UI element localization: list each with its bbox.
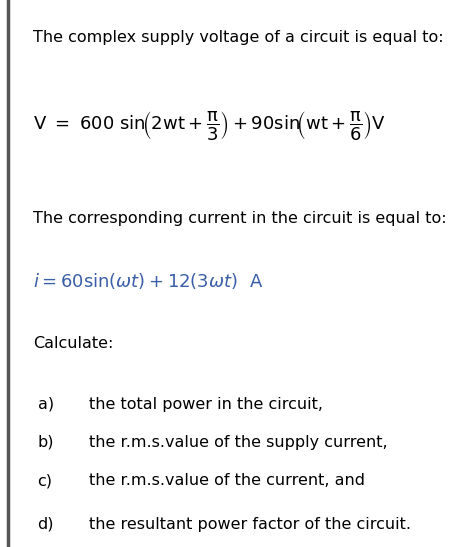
Text: The corresponding current in the circuit is equal to:: The corresponding current in the circuit…: [33, 211, 446, 225]
Text: $i = 60\mathrm{sin}(\omega t) + 12(3\omega t)\ \ \mathrm{A}$: $i = 60\mathrm{sin}(\omega t) + 12(3\ome…: [33, 271, 263, 291]
Text: d): d): [38, 517, 54, 532]
Text: The complex supply voltage of a circuit is equal to:: The complex supply voltage of a circuit …: [33, 30, 444, 45]
Text: c): c): [38, 473, 53, 488]
Text: $\mathrm{V\ =\ 600\ sin\!\left(2wt + \dfrac{\pi}{3}\right) + 90sin\!\left(wt + \: $\mathrm{V\ =\ 600\ sin\!\left(2wt + \df…: [33, 109, 386, 142]
Text: a): a): [38, 397, 53, 411]
Text: the r.m.s.value of the current, and: the r.m.s.value of the current, and: [89, 473, 365, 488]
Text: the total power in the circuit,: the total power in the circuit,: [89, 397, 323, 411]
Text: the r.m.s.value of the supply current,: the r.m.s.value of the supply current,: [89, 435, 388, 450]
Text: Calculate:: Calculate:: [33, 336, 113, 351]
Text: the resultant power factor of the circuit.: the resultant power factor of the circui…: [89, 517, 411, 532]
Text: b): b): [38, 435, 54, 450]
